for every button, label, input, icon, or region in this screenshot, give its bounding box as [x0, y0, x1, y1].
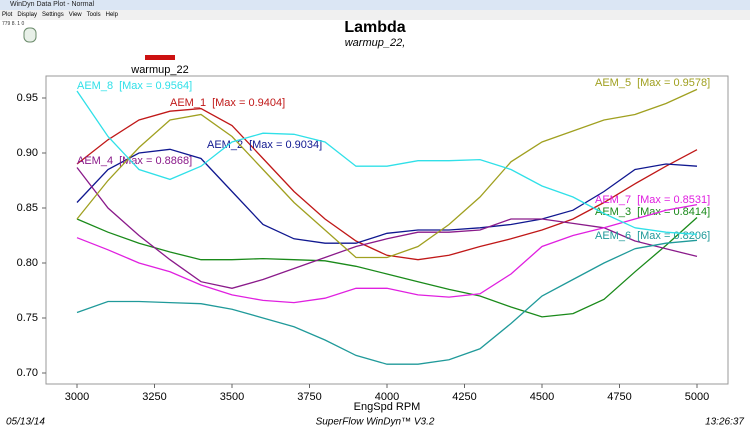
legend-swatch [145, 55, 175, 60]
x-tick-label: 5000 [685, 391, 709, 403]
series-name: AEM_6 [595, 230, 631, 242]
series-label: AEM_5 [Max = 0.9578] [595, 77, 710, 89]
x-axis-label: EngSpd RPM [354, 401, 421, 413]
y-tick-label: 0.75 [17, 312, 38, 324]
series-name: AEM_7 [595, 194, 631, 206]
footer-product: SuperFlow WinDyn™ V3.2 [316, 417, 435, 428]
menu-item[interactable]: Settings [42, 12, 64, 18]
x-tick-label: 4500 [530, 391, 554, 403]
series-line [76, 167, 698, 289]
y-tick-label: 0.95 [17, 92, 38, 104]
series-label: AEM_8 [Max = 0.9564] [77, 80, 192, 92]
menu-item[interactable]: Help [105, 12, 118, 18]
plot-area [45, 75, 729, 385]
footer-time: 13:26:37 [705, 417, 744, 428]
series-label: AEM_4 [Max = 0.8868] [77, 155, 192, 167]
series-name: AEM_4 [77, 155, 113, 167]
x-tick-label: 4250 [452, 391, 476, 403]
legend-label: warmup_22 [130, 64, 188, 76]
series-max: [Max = 0.9404] [212, 97, 285, 109]
series-max: [Max = 0.9034] [249, 139, 322, 151]
y-tick-label: 0.70 [17, 367, 38, 379]
menu-item[interactable]: View [68, 12, 82, 18]
x-tick-label: 3750 [297, 391, 321, 403]
series-name: AEM_3 [595, 206, 631, 218]
series-line [76, 90, 698, 236]
series-max: [Max = 0.8206] [637, 230, 710, 242]
series-label: AEM_7 [Max = 0.8531] [595, 194, 710, 206]
window-title: WinDyn Data Plot - Normal [10, 1, 95, 8]
x-tick-label: 3250 [142, 391, 166, 403]
chart-subtitle: warmup_22, [345, 37, 406, 49]
series-line [76, 148, 698, 244]
menu-item[interactable]: Display [17, 12, 38, 18]
toolbar-icon[interactable] [23, 27, 37, 43]
toolbar-text: 779 8. 1 0 [2, 21, 25, 27]
x-tick-label: 3000 [65, 391, 89, 403]
series-line [76, 203, 698, 304]
series-name: AEM_1 [170, 97, 206, 109]
series-name: AEM_8 [77, 80, 113, 92]
series-label: AEM_2 [Max = 0.9034] [207, 139, 322, 151]
series-label: AEM_6 [Max = 0.8206] [595, 230, 710, 242]
series-max: [Max = 0.9578] [637, 77, 710, 89]
y-tick-label: 0.80 [17, 257, 38, 269]
series-max: [Max = 0.8531] [637, 194, 710, 206]
series-label: AEM_1 [Max = 0.9404] [170, 97, 285, 109]
series-name: AEM_5 [595, 77, 631, 89]
x-tick-label: 4000 [375, 391, 399, 403]
y-tick-label: 0.90 [17, 147, 38, 159]
chart-title: Lambda [344, 19, 405, 36]
series-max: [Max = 0.8868] [119, 155, 192, 167]
y-tick-label: 0.85 [17, 202, 38, 214]
menu-bar: Plot Display Settings View Tools Help [0, 10, 750, 20]
x-tick-label: 3500 [220, 391, 244, 403]
series-max: [Max = 0.9564] [119, 80, 192, 92]
menu-item[interactable]: Plot [2, 12, 13, 18]
footer-date: 05/13/14 [6, 417, 45, 428]
series-line [76, 217, 698, 318]
x-tick-label: 4750 [607, 391, 631, 403]
menu-item[interactable]: Tools [86, 12, 101, 18]
series-max: [Max = 0.8414] [637, 206, 710, 218]
series-label: AEM_3 [Max = 0.8414] [595, 206, 710, 218]
title-bar: WinDyn Data Plot - Normal [0, 0, 750, 10]
series-line [76, 239, 698, 365]
series-line [76, 88, 698, 259]
